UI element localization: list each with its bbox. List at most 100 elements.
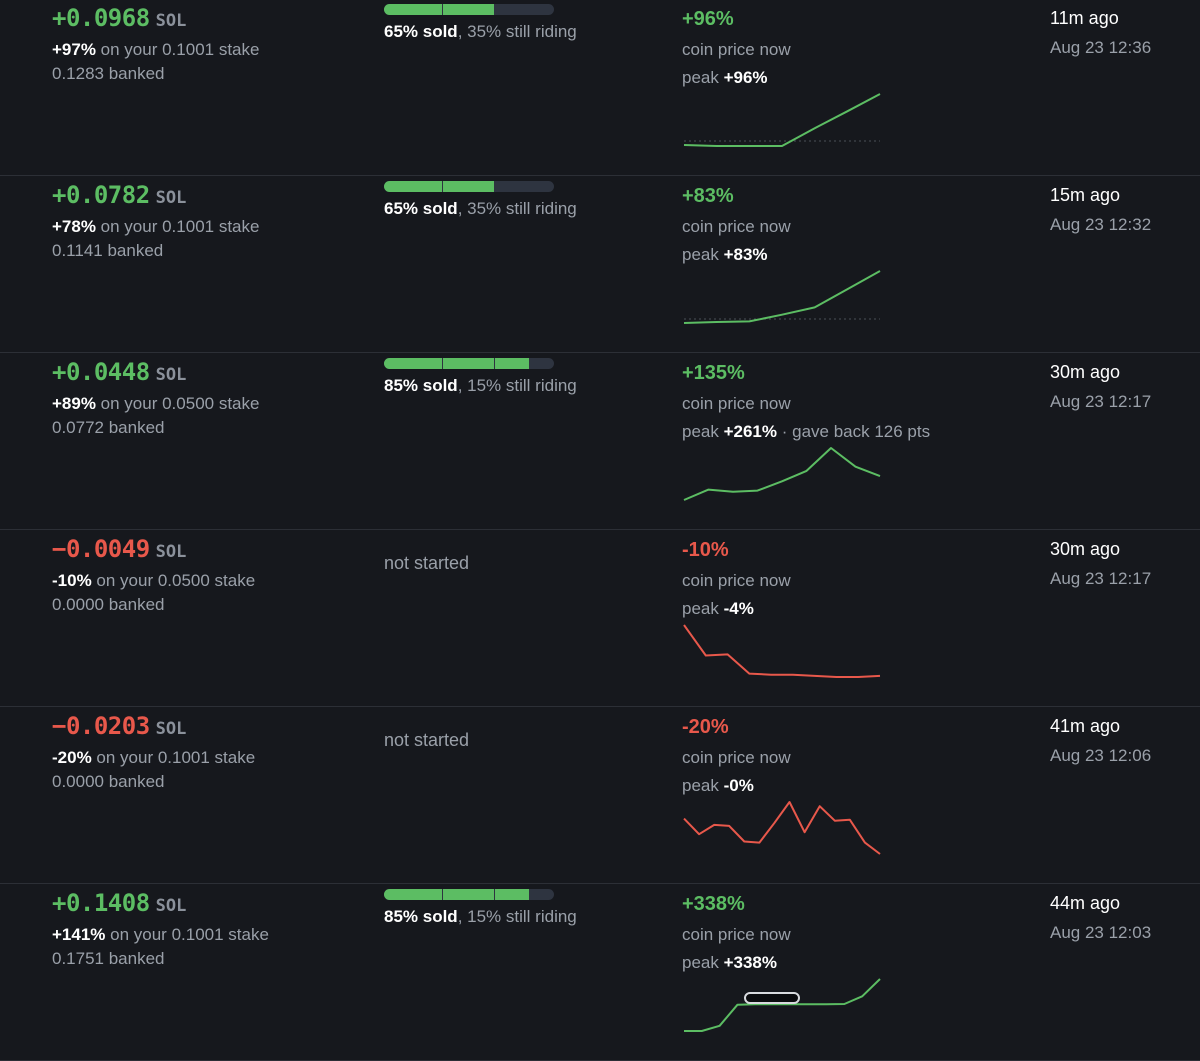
progress-segment [495,889,529,900]
relative-time: 30m ago [1050,362,1121,382]
trade-date: Aug 23 12:06 [1050,746,1152,765]
riding-label: , 15% still riding [457,376,577,395]
pnl-value: −0.0049 SOL [52,535,186,563]
banked-amount: 0.0772 banked [52,418,165,437]
sold-label: 85% sold [384,907,458,926]
pnl-unit: SOL [155,365,187,385]
trade-date: Aug 23 12:36 [1050,38,1152,57]
coin-price-label: coin price now [682,571,791,590]
pnl-value: +0.1408 SOL [52,889,186,917]
trade-row[interactable]: +0.0782 SOL +78% on your 0.1001 stake 0.1… [0,177,1200,353]
pnl-value: +0.0968 SOL [52,4,186,32]
coin-price-change: +83% [682,185,734,207]
sold-status: 65% sold, 35% still riding [384,22,577,42]
progress-segment [384,181,442,192]
sold-status: 85% sold, 15% still riding [384,907,577,927]
coin-price-label: coin price now [682,925,791,944]
trade-row[interactable]: −0.0203 SOL -20% on your 0.1001 stake 0.0… [0,708,1200,884]
price-sparkline [683,93,881,147]
coin-price-change: +338% [682,893,745,915]
stake-text: on your 0.1001 stake [95,217,260,236]
price-sparkline [683,270,881,324]
sold-status: 85% sold, 15% still riding [384,376,577,396]
stake-text: on your 0.1001 stake [105,925,269,944]
progress-segment [384,358,442,369]
pnl-amount: −0.0049 [52,535,150,563]
pnl-value: −0.0203 SOL [52,712,186,740]
sold-progress-bar [384,358,554,369]
pnl-amount: +0.1408 [52,889,150,917]
coin-price-label: coin price now [682,748,791,767]
trade-date: Aug 23 12:32 [1050,215,1152,234]
stake-text: on your 0.0500 stake [95,394,260,413]
peak-line: peak -0% [682,776,754,796]
price-sparkline [683,624,881,678]
banked-amount: 0.1283 banked [52,64,165,83]
peak-value: -4% [723,599,754,618]
sparkline-path [684,978,881,1032]
peak-label: peak [682,245,724,264]
sparkline-path [683,447,881,501]
trade-row[interactable]: +0.1408 SOL +141% on your 0.1001 stake 0.… [0,885,1200,1061]
relative-time: 11m ago [1050,8,1119,28]
progress-segment [384,889,442,900]
peak-line: peak +338% [682,953,777,973]
riding-label: , 35% still riding [457,199,577,218]
peak-label: peak [682,68,724,87]
peak-line: peak +261% · gave back 126 pts [682,422,930,442]
peak-line: peak -4% [682,599,754,619]
pnl-amount: +0.0782 [52,181,150,209]
progress-segment [443,358,494,369]
coin-price-change: -20% [682,716,729,738]
trade-row[interactable]: −0.0049 SOL -10% on your 0.0500 stake 0.0… [0,531,1200,707]
peak-value: +96% [723,68,768,87]
price-sparkline [683,447,881,501]
trade-row[interactable]: +0.0448 SOL +89% on your 0.0500 stake 0.0… [0,354,1200,530]
coin-price-label: coin price now [682,394,791,413]
sparkline-path [683,624,881,678]
scroll-indicator[interactable] [744,992,800,1004]
stake-line: +141% on your 0.1001 stake [52,925,269,945]
progress-segment [443,889,494,900]
pnl-amount: −0.0203 [52,712,150,740]
relative-time: 44m ago [1050,893,1121,913]
sold-progress-bar [384,4,554,15]
peak-label: peak [682,422,724,441]
stake-text: on your 0.1001 stake [95,40,260,59]
sold-progress-bar [384,889,554,900]
stake-percent: +78% [52,217,96,236]
riding-label: , 35% still riding [457,22,577,41]
riding-label: , 15% still riding [457,907,577,926]
relative-time: 30m ago [1050,539,1121,559]
pnl-amount: +0.0448 [52,358,150,386]
pnl-unit: SOL [155,11,187,31]
progress-segment [384,4,442,15]
not-started-label: not started [384,730,470,750]
progress-segment [443,4,494,15]
stake-percent: -20% [52,748,92,767]
coin-price-change: -10% [682,539,729,561]
coin-price-label: coin price now [682,217,791,236]
relative-time: 15m ago [1050,185,1121,205]
sold-status: 65% sold, 35% still riding [384,199,577,219]
peak-value: +338% [723,953,778,972]
pnl-value: +0.0448 SOL [52,358,186,386]
peak-value: +261% [723,422,778,441]
trade-row[interactable]: +0.0968 SOL +97% on your 0.1001 stake 0.1… [0,0,1200,176]
relative-time: 41m ago [1050,716,1121,736]
coin-price-change: +96% [682,8,734,30]
sold-label: 85% sold [384,376,458,395]
stake-percent: +141% [52,925,106,944]
sold-progress-bar [384,181,554,192]
sold-label: 65% sold [384,22,458,41]
peak-extra: · gave back 126 pts [777,422,931,441]
stake-percent: +97% [52,40,96,59]
pnl-unit: SOL [155,188,187,208]
price-sparkline [684,978,881,1032]
peak-value: +83% [723,245,768,264]
progress-segment [495,358,529,369]
peak-label: peak [682,776,724,795]
stake-text: on your 0.0500 stake [91,571,256,590]
peak-value: -0% [723,776,754,795]
pnl-value: +0.0782 SOL [52,181,186,209]
